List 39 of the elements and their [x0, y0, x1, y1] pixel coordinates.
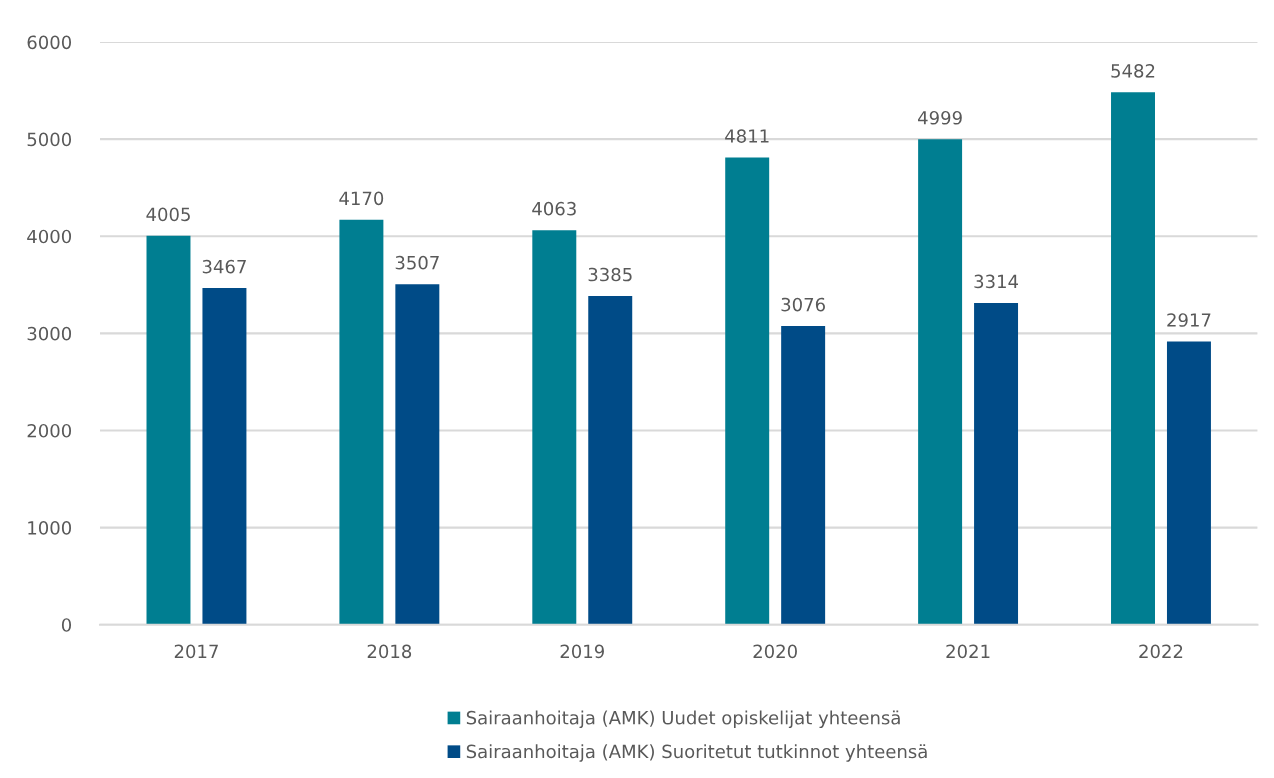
data-label: 4999	[918, 110, 962, 125]
y-tick-label: 4000	[27, 229, 72, 244]
bar	[1166, 341, 1211, 625]
data-label: 5482	[1111, 64, 1155, 78]
data-label: 3314	[974, 274, 1019, 289]
bar	[918, 139, 963, 625]
bar	[532, 230, 577, 625]
x-tick-label: 2022	[1139, 644, 1183, 659]
bar	[146, 235, 191, 625]
data-label: 3385	[588, 267, 632, 282]
bar	[339, 219, 384, 625]
data-label: 3076	[781, 297, 825, 312]
y-tick-label: 1000	[28, 521, 72, 535]
y-tick-label: 6000	[27, 35, 72, 50]
x-tick-label: 2017	[174, 644, 218, 659]
x-tick-label: 2019	[560, 644, 604, 659]
data-label: 3507	[395, 255, 439, 270]
bar	[725, 157, 770, 625]
bar	[202, 288, 247, 625]
y-tick-label: 2000	[27, 423, 72, 438]
bar	[395, 284, 440, 625]
y-tick-label: 5000	[27, 132, 72, 147]
bar	[588, 295, 633, 625]
y-tick-label: 0	[61, 618, 72, 632]
x-tick-label: 2020	[753, 644, 797, 659]
data-label: 4170	[339, 191, 384, 206]
legend-label: Sairaanhoitaja (AMK) Uudet opiskelijat yhteensä	[466, 710, 900, 729]
bar	[781, 325, 826, 625]
data-label: 4063	[532, 201, 576, 216]
y-tick-label: 3000	[27, 326, 72, 341]
x-tick-label: 2018	[367, 644, 412, 659]
data-label: 3467	[202, 259, 246, 274]
data-label: 2917	[1167, 313, 1211, 327]
x-tick-label: 2021	[946, 644, 990, 659]
legend-label: Sairaanhoitaja (AMK) Suoritetut tutkinnot yhteensä	[466, 744, 927, 762]
bar	[1111, 92, 1155, 625]
bar	[974, 302, 1019, 625]
data-label: 4005	[146, 207, 190, 222]
data-label: 4811	[725, 129, 769, 143]
